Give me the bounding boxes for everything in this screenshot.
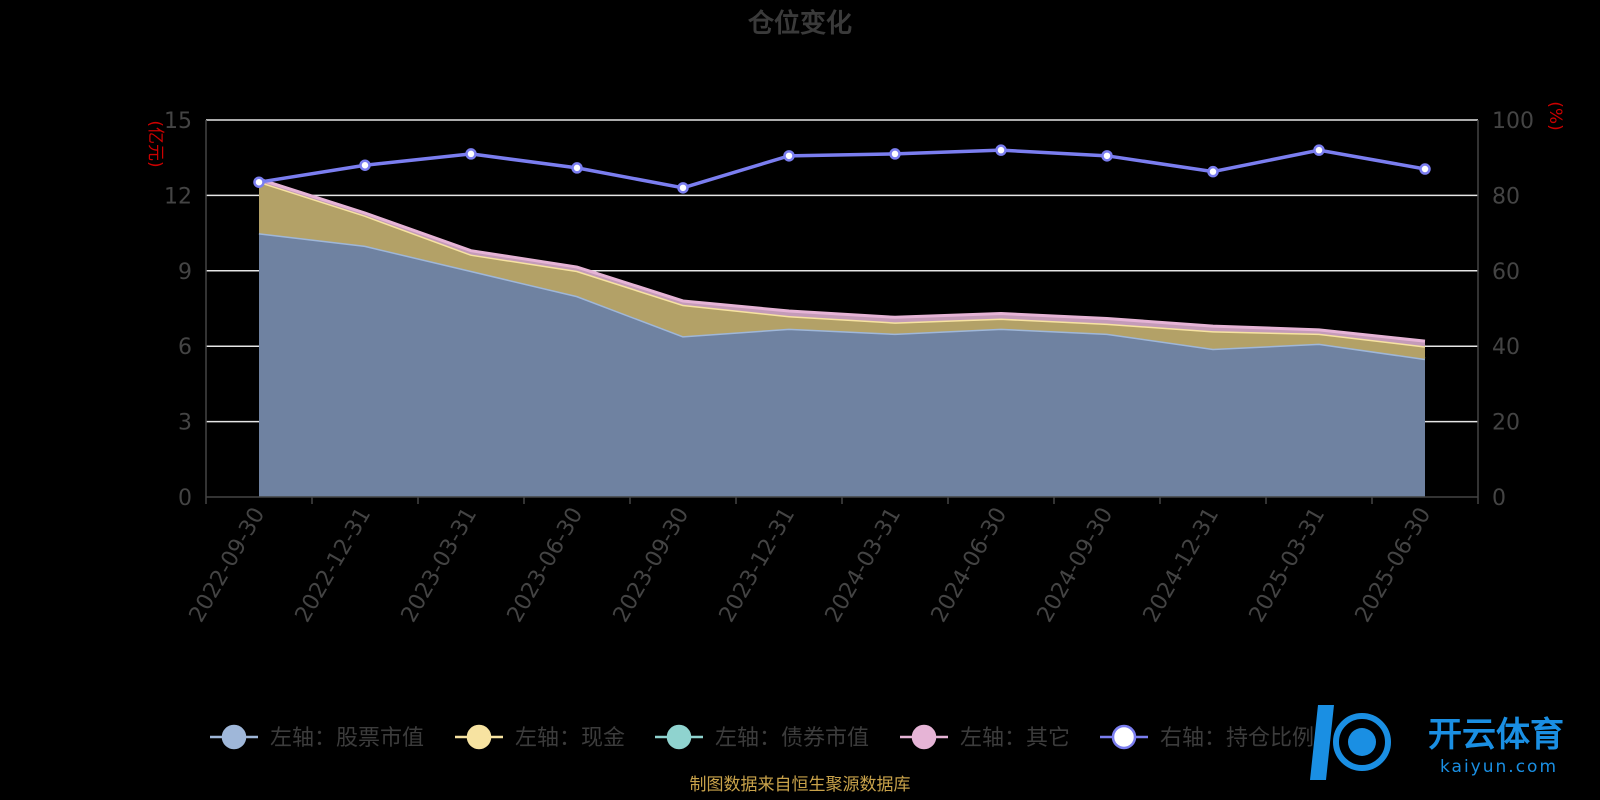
ratio-point: [889, 148, 901, 160]
legend-marker-icon: [911, 724, 937, 750]
area-edge-3: [258, 177, 1426, 343]
legend: 左轴：股票市值 左轴：现金 左轴：债券市值 左轴：其它 右轴：持仓比例: [210, 724, 1314, 751]
ball-icon: [1333, 713, 1391, 771]
legend-label: 右轴：持仓比例: [1160, 726, 1314, 751]
ratio-point: [571, 162, 583, 174]
ratio-point: [677, 182, 689, 194]
right-tick-label: 80: [1492, 184, 1520, 209]
ratio-point: [1419, 163, 1431, 175]
right-tick-label: 60: [1492, 260, 1520, 285]
ratio-point: [359, 159, 371, 171]
left-tick-label: 15: [164, 109, 192, 134]
ratio-point: [1207, 165, 1219, 178]
left-tick-label: 12: [164, 184, 192, 209]
ratio-point: [253, 176, 265, 188]
legend-marker-icon: [1111, 724, 1137, 750]
area-series: [258, 177, 1426, 497]
left-tick-label: 3: [178, 411, 192, 436]
x-tick-label: 2024-12-31: [1139, 504, 1225, 627]
watermark-logo: 开云体育 kaiyun.com: [1310, 705, 1564, 780]
legend-marker-icon: [221, 724, 247, 750]
legend-label: 左轴：其它: [960, 726, 1070, 751]
ratio-line-series: [253, 144, 1431, 194]
x-tick-label: 2023-03-31: [397, 504, 483, 627]
legend-marker-icon: [666, 724, 692, 750]
legend-label: 左轴：股票市值: [270, 726, 424, 751]
right-tick-label: 20: [1492, 411, 1520, 436]
legend-marker-icon: [466, 724, 492, 750]
x-tick-label: 2023-09-30: [609, 504, 695, 627]
right-axis-unit: (%): [1545, 101, 1565, 130]
chart-title: 仓位变化: [747, 8, 852, 39]
left-tick-label: 6: [178, 335, 192, 360]
right-tick-label: 0: [1492, 486, 1506, 511]
legend-label: 左轴：债券市值: [715, 726, 869, 751]
x-tick-label: 2025-06-30: [1351, 504, 1437, 627]
right-tick-label: 40: [1492, 335, 1520, 360]
watermark-domain: kaiyun.com: [1440, 757, 1558, 777]
left-tick-label: 9: [178, 260, 192, 285]
left-axis-unit: (亿元): [145, 120, 165, 167]
x-tick-label: 2024-06-30: [927, 504, 1013, 627]
x-tick-label: 2024-03-31: [821, 504, 907, 627]
area-0: [259, 233, 1425, 497]
ratio-line: [258, 148, 1426, 190]
ratio-point: [995, 144, 1007, 156]
watermark-brand: 开云体育: [1428, 715, 1564, 755]
x-tick-label: 2025-03-31: [1245, 504, 1331, 627]
x-tick-label: 2024-09-30: [1033, 504, 1119, 627]
ratio-point: [783, 150, 795, 162]
left-tick-label: 0: [178, 486, 192, 511]
x-tick-label: 2023-06-30: [503, 504, 589, 627]
legend-label: 左轴：现金: [515, 726, 625, 751]
x-tick-label: 2022-12-31: [291, 504, 377, 627]
k-mark-icon: [1310, 705, 1334, 780]
ball-icon-center: [1348, 728, 1376, 756]
x-tick-label: 2022-09-30: [185, 504, 271, 627]
area-1: [259, 181, 1425, 359]
x-tick-label: 2023-12-31: [715, 504, 801, 627]
ratio-point: [1313, 144, 1325, 156]
ratio-point: [1101, 150, 1113, 162]
ratio-point: [465, 148, 477, 160]
data-source-note: 制图数据来自恒生聚源数据库: [690, 775, 911, 795]
right-tick-label: 100: [1492, 109, 1534, 134]
